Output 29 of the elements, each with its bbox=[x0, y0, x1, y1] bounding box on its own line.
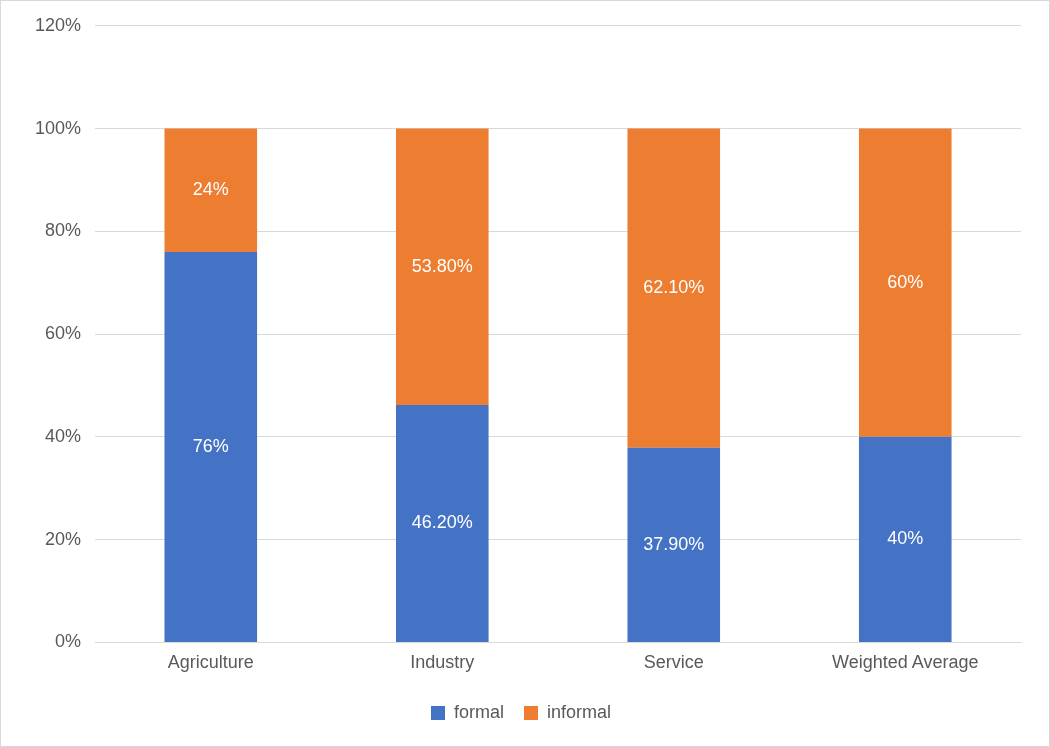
data-label: 24% bbox=[192, 179, 229, 200]
x-tick-label: Weighted Average bbox=[832, 652, 979, 673]
data-label: 46.20% bbox=[411, 512, 473, 533]
legend-label: formal bbox=[453, 701, 504, 722]
y-tick-label: 60% bbox=[45, 323, 82, 344]
bar bbox=[858, 128, 952, 437]
bar bbox=[164, 128, 258, 252]
data-label: 53.80% bbox=[411, 255, 473, 276]
x-tick-label: Industry bbox=[410, 652, 475, 673]
legend-label: informal bbox=[547, 701, 612, 722]
y-tick-label: 0% bbox=[55, 631, 82, 652]
x-tick-label: Agriculture bbox=[167, 652, 254, 673]
y-tick-label: 20% bbox=[45, 528, 82, 549]
data-label: 76% bbox=[192, 435, 229, 456]
bar bbox=[395, 405, 489, 642]
bar bbox=[627, 447, 721, 642]
y-tick-label: 80% bbox=[45, 220, 82, 241]
bar bbox=[164, 251, 258, 642]
bar bbox=[858, 436, 952, 642]
data-label: 62.10% bbox=[643, 277, 705, 298]
bar bbox=[395, 128, 489, 406]
data-label: 40% bbox=[887, 528, 924, 549]
y-tick-label: 100% bbox=[34, 117, 82, 138]
data-label: 60% bbox=[887, 271, 924, 292]
bar bbox=[627, 128, 721, 448]
data-label: 37.90% bbox=[643, 533, 705, 554]
x-tick-label: Service bbox=[643, 652, 704, 673]
y-tick-label: 40% bbox=[45, 425, 82, 446]
y-tick-label: 120% bbox=[34, 14, 82, 35]
